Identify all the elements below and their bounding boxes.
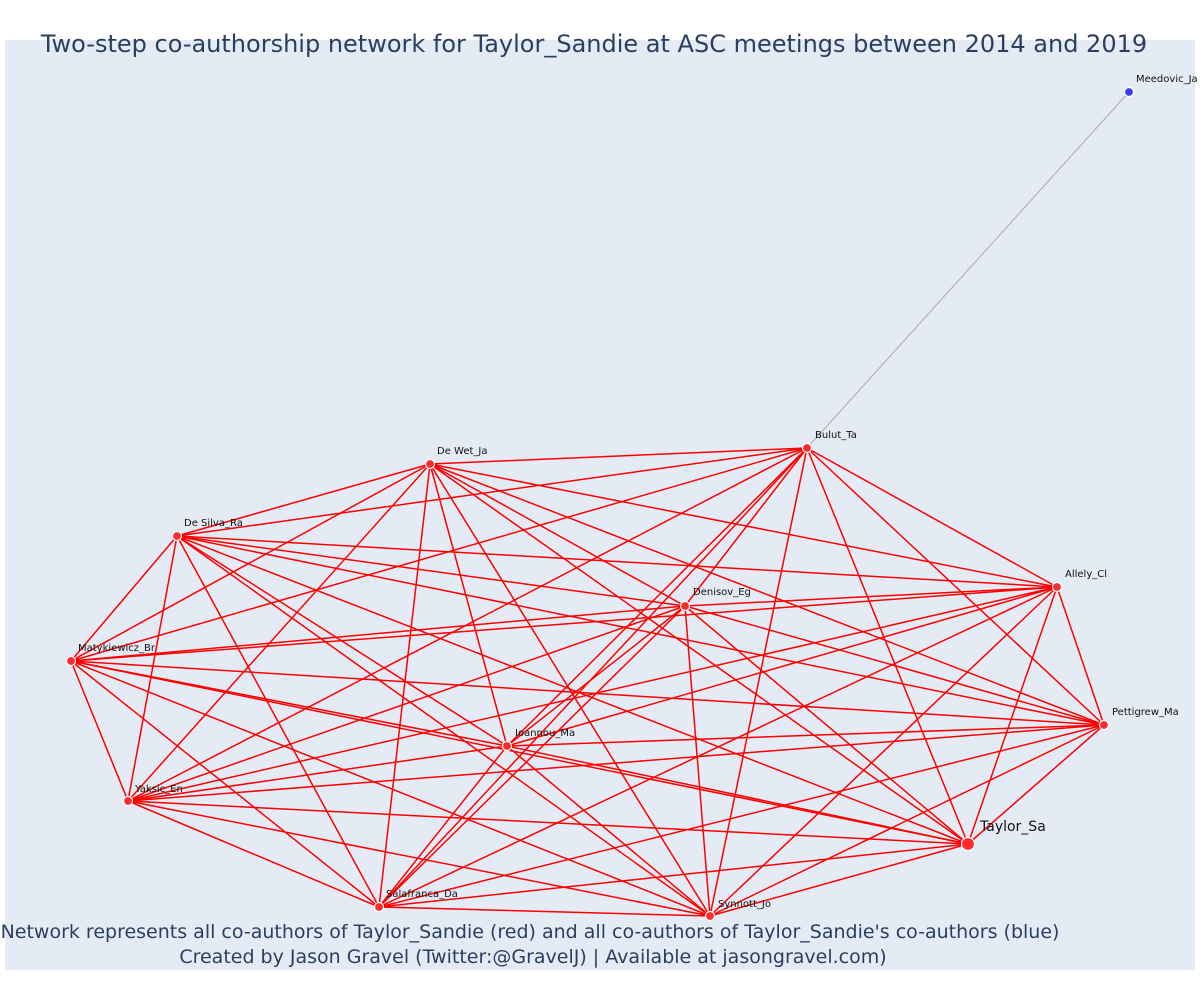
- edge-salafranca-da-denisov-eg: [378, 605, 686, 908]
- edge-yaksic-en-ioannou-ma: [127, 745, 508, 802]
- node-label-synnott-jo: Synnott_Jo: [718, 899, 771, 910]
- edge-taylor-sa-synnott-jo: [709, 843, 969, 917]
- edge-salafranca-da-synnott-jo: [378, 906, 711, 917]
- edge-de-silva-ra-salafranca-da: [176, 535, 380, 908]
- edge-bulut-ta-meedovic-ja: [806, 91, 1130, 449]
- node-taylor-sa[interactable]: [960, 836, 976, 852]
- edge-ioannou-ma-pettigrew-ma: [506, 724, 1105, 747]
- label-layer: Taylor_Sa Bulut_Ta De Wet_Ja De Silva_Ra Mat…: [78, 74, 1198, 910]
- node-matykiewicz-br[interactable]: [65, 655, 77, 667]
- edge-denisov-eg-allely-cl: [684, 586, 1058, 607]
- node-label-yaksic-en: Yaksic_En: [134, 784, 183, 795]
- edge-matykiewicz-br-allely-cl: [70, 586, 1058, 662]
- edge-taylor-sa-salafranca-da: [378, 843, 969, 908]
- edge-bulut-ta-de-wet-ja: [429, 447, 808, 465]
- node-bulut-ta[interactable]: [801, 442, 813, 454]
- edge-synnott-jo-allely-cl: [709, 586, 1058, 917]
- figure-title: Two-step co-authorship network for Taylo…: [40, 30, 1147, 58]
- edge-de-silva-ra-allely-cl: [176, 535, 1058, 588]
- node-allely-cl[interactable]: [1051, 581, 1063, 593]
- edge-synnott-jo-denisov-eg: [684, 605, 711, 917]
- edge-bulut-ta-pettigrew-ma: [806, 447, 1105, 726]
- node-label-denisov-eg: Denisov_Eg: [693, 587, 751, 598]
- node-label-de-silva-ra: De Silva_Ra: [184, 518, 243, 529]
- node-label-ioannou-ma: Ioannou_Ma: [515, 728, 575, 739]
- caption-line-2: Created by Jason Gravel (Twitter:@Gravel…: [179, 946, 886, 968]
- edge-de-wet-ja-allely-cl: [429, 463, 1058, 588]
- edge-salafranca-da-pettigrew-ma: [378, 724, 1105, 908]
- edge-de-silva-ra-denisov-eg: [176, 535, 686, 607]
- edge-ioannou-ma-allely-cl: [506, 586, 1058, 747]
- node-salafranca-da[interactable]: [373, 901, 385, 913]
- edge-de-silva-ra-matykiewicz-br: [70, 535, 178, 662]
- node-denisov-eg[interactable]: [679, 600, 691, 612]
- edge-matykiewicz-br-salafranca-da: [70, 660, 380, 908]
- edge-synnott-jo-ioannou-ma: [506, 745, 711, 917]
- node-yaksic-en[interactable]: [122, 795, 134, 807]
- node-label-meedovic-ja: Meedovic_Ja: [1136, 74, 1198, 85]
- node-de-silva-ra[interactable]: [171, 530, 183, 542]
- edge-yaksic-en-denisov-eg: [127, 605, 686, 802]
- edge-layer: [70, 91, 1130, 917]
- edge-yaksic-en-salafranca-da: [127, 800, 380, 908]
- node-meedovic-ja[interactable]: [1123, 86, 1135, 98]
- edge-de-wet-ja-salafranca-da: [378, 463, 431, 908]
- edge-de-silva-ra-yaksic-en: [127, 535, 178, 802]
- edge-de-wet-ja-ioannou-ma: [429, 463, 508, 747]
- edge-bulut-ta-synnott-jo: [709, 447, 808, 917]
- edge-matykiewicz-br-pettigrew-ma: [70, 660, 1105, 726]
- node-label-bulut-ta: Bulut_Ta: [815, 430, 857, 441]
- edge-taylor-sa-allely-cl: [967, 586, 1058, 845]
- node-label-salafranca-da: Salafranca_Da: [386, 889, 458, 900]
- edge-bulut-ta-allely-cl: [806, 447, 1058, 588]
- edge-yaksic-en-allely-cl: [127, 586, 1058, 802]
- edge-de-silva-ra-synnott-jo: [176, 535, 711, 917]
- node-label-taylor-sa: Taylor_Sa: [979, 819, 1046, 835]
- plot-background: [5, 40, 1195, 970]
- node-ioannou-ma[interactable]: [501, 740, 513, 752]
- edge-matykiewicz-br-ioannou-ma: [70, 660, 508, 747]
- edge-matykiewicz-br-denisov-eg: [70, 605, 686, 662]
- edge-de-wet-ja-yaksic-en: [127, 463, 431, 802]
- edge-taylor-sa-de-wet-ja: [429, 463, 969, 845]
- edge-de-wet-ja-synnott-jo: [429, 463, 711, 917]
- edge-yaksic-en-pettigrew-ma: [127, 724, 1105, 802]
- node-pettigrew-ma[interactable]: [1098, 719, 1110, 731]
- edge-synnott-jo-pettigrew-ma: [709, 724, 1105, 917]
- edge-taylor-sa-yaksic-en: [127, 800, 969, 845]
- node-synnott-jo[interactable]: [704, 910, 716, 922]
- edge-bulut-ta-denisov-eg: [684, 447, 808, 607]
- node-label-pettigrew-ma: Pettigrew_Ma: [1112, 707, 1179, 718]
- node-label-de-wet-ja: De Wet_Ja: [437, 446, 487, 457]
- edge-bulut-ta-matykiewicz-br: [70, 447, 808, 662]
- edge-denisov-eg-pettigrew-ma: [684, 605, 1105, 726]
- edge-taylor-sa-bulut-ta: [806, 447, 969, 845]
- edge-salafranca-da-allely-cl: [378, 586, 1058, 908]
- edge-salafranca-da-ioannou-ma: [378, 745, 508, 908]
- edge-de-wet-ja-denisov-eg: [429, 463, 686, 607]
- edge-de-wet-ja-de-silva-ra: [176, 463, 431, 537]
- edge-bulut-ta-yaksic-en: [127, 447, 808, 802]
- edge-allely-cl-pettigrew-ma: [1056, 586, 1105, 726]
- edge-de-wet-ja-pettigrew-ma: [429, 463, 1105, 726]
- edge-yaksic-en-synnott-jo: [127, 800, 711, 917]
- edge-de-silva-ra-pettigrew-ma: [176, 535, 1105, 726]
- edge-bulut-ta-de-silva-ra: [176, 447, 808, 537]
- caption-line-1: Network represents all co-authors of Tay…: [1, 921, 1060, 943]
- edge-matykiewicz-br-synnott-jo: [70, 660, 711, 917]
- edge-matykiewicz-br-yaksic-en: [70, 660, 129, 802]
- edge-ioannou-ma-denisov-eg: [506, 605, 686, 747]
- node-de-wet-ja[interactable]: [424, 458, 436, 470]
- node-label-matykiewicz-br: Matykiewicz_Br: [78, 643, 156, 654]
- node-layer: [65, 86, 1135, 922]
- edge-taylor-sa-denisov-eg: [684, 605, 969, 845]
- node-label-allely-cl: Allely_Cl: [1065, 569, 1107, 580]
- edge-de-wet-ja-matykiewicz-br: [70, 463, 431, 662]
- edge-bulut-ta-ioannou-ma: [506, 447, 808, 747]
- edge-taylor-sa-pettigrew-ma: [967, 724, 1105, 845]
